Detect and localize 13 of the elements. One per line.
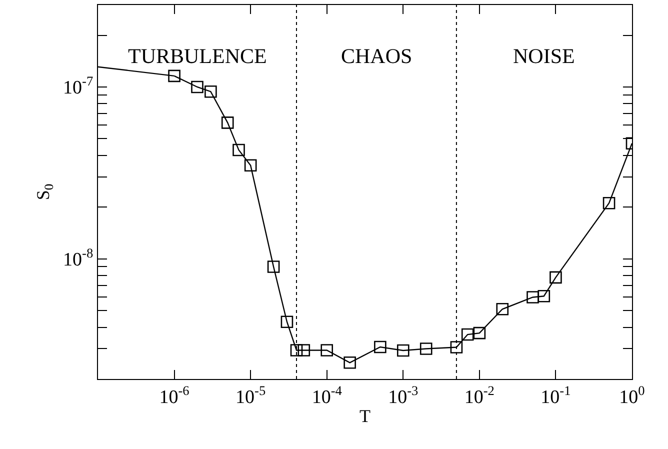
x-tick-label: 10$^{-4}$ (312, 382, 342, 408)
x-axis-title: T (360, 406, 370, 426)
annotation: NOISE (513, 44, 575, 68)
x-tick-label: 10$^{-6}$ (159, 382, 190, 408)
y-tick-label: 10$^{-8}$ (63, 246, 94, 271)
y-tick-label: 10$^{-7}$ (63, 74, 94, 99)
annotation: CHAOS (341, 44, 412, 68)
x-tick-label: 10$^{0}$ (619, 382, 646, 408)
x-tick-label: 10$^{-2}$ (464, 382, 494, 408)
annotation: TURBULENCE (128, 44, 267, 68)
x-tick-label: 10$^{-5}$ (236, 382, 266, 408)
x-tick-label: 10$^{-3}$ (388, 382, 419, 408)
x-tick-label: 10$^{-1}$ (540, 382, 571, 408)
